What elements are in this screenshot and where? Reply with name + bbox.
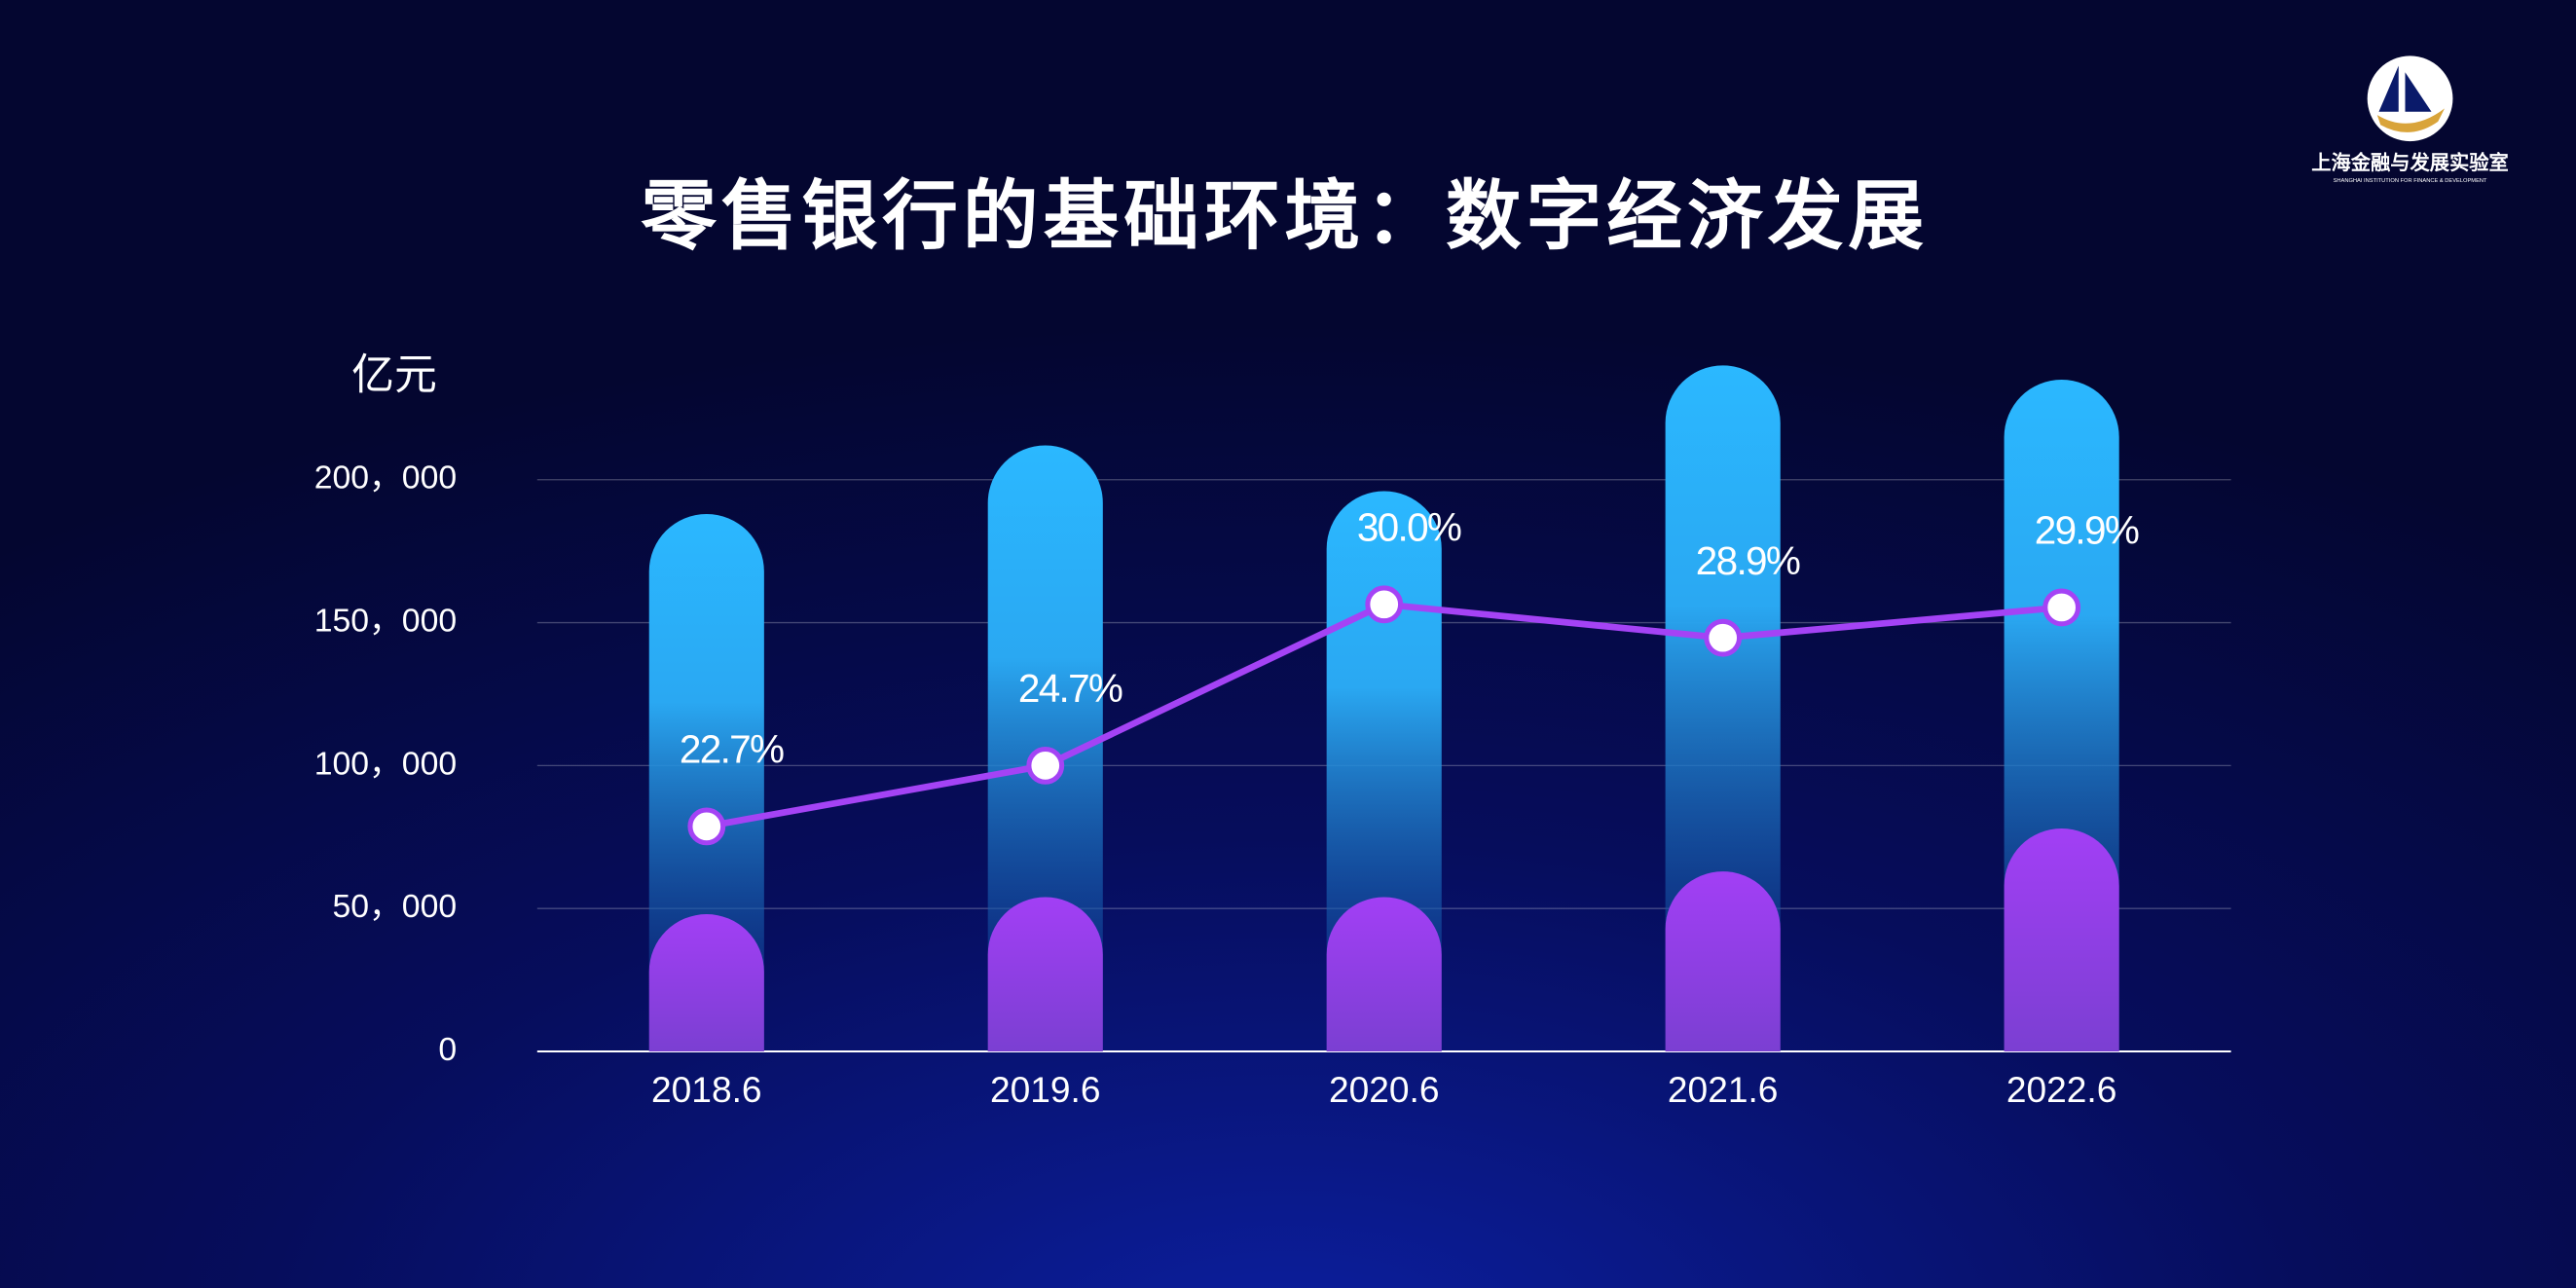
x-tick-label: 2018.6 [651, 1069, 762, 1110]
y-tick-label: 50，000 [333, 888, 458, 925]
data-label: 24.7% [1018, 666, 1122, 711]
logo-name: 上海金融与发展实验室 [2311, 151, 2509, 174]
logo-sail [2378, 65, 2432, 112]
line-point [1704, 618, 1743, 657]
line-point [687, 807, 726, 846]
logo: 上海金融与发展实验室 SHANGHAI INSTITUTION FOR FINA… [2311, 55, 2509, 184]
data-label: 30.0% [1357, 505, 1461, 550]
y-tick-label: 150，000 [314, 602, 457, 639]
y-tick-label: 100，000 [314, 745, 457, 782]
y-tick-label: 200，000 [314, 460, 457, 497]
logo-subtitle: SHANGHAI INSTITUTION FOR FINANCE & DEVEL… [2334, 178, 2487, 184]
logo-wave [2376, 108, 2445, 132]
line-point [2042, 588, 2081, 627]
data-label: 22.7% [680, 727, 784, 772]
line-point [1026, 746, 1065, 785]
y-axis-label: 亿元 [351, 351, 437, 399]
bar-portion [1326, 897, 1442, 1051]
chart-title: 零售银行的基础环境：数字经济发展 [641, 174, 1929, 258]
bar-portion [1665, 871, 1781, 1051]
bar [648, 513, 764, 1051]
bar-portion [987, 897, 1103, 1051]
x-tick-label: 2022.6 [2006, 1069, 2117, 1110]
bar-portion [2004, 828, 2119, 1051]
y-tick-label: 0 [438, 1031, 457, 1068]
x-tick-label: 2019.6 [990, 1069, 1101, 1110]
line-point [1365, 585, 1404, 624]
x-tick-label: 2021.6 [1668, 1069, 1779, 1110]
data-label: 29.9% [2035, 508, 2139, 553]
x-tick-label: 2020.6 [1329, 1069, 1440, 1110]
bar-portion [648, 914, 764, 1051]
data-label: 28.9% [1696, 538, 1800, 583]
